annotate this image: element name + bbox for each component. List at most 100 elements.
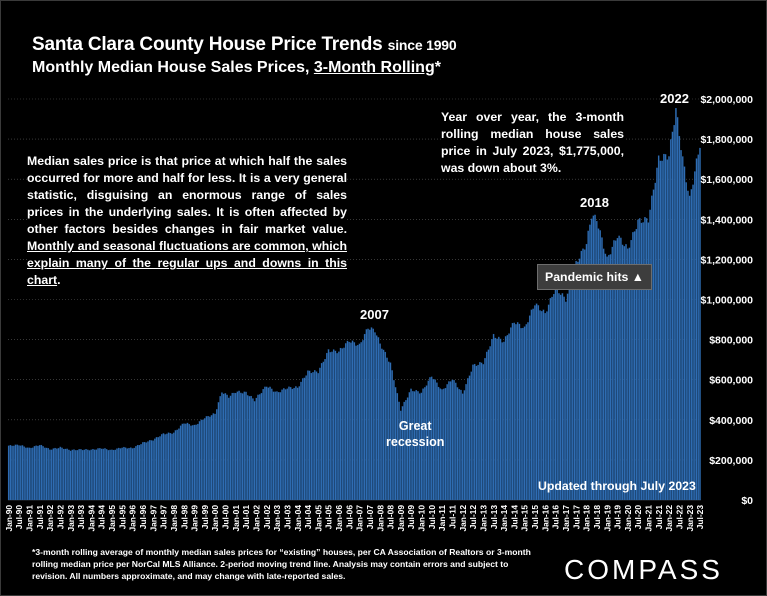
bar [45, 447, 48, 501]
updated-label: Updated through July 2023 [538, 479, 696, 493]
bar [403, 401, 405, 501]
x-tick-label: Jul-12 [468, 505, 478, 530]
bar [116, 448, 118, 501]
y-tick-label: $1,600,000 [700, 174, 753, 186]
bar [647, 222, 650, 501]
bar [468, 375, 471, 501]
bar [680, 150, 682, 501]
bar [202, 419, 204, 501]
x-tick-label: Jul-00 [221, 505, 231, 530]
y-tick-label: $1,000,000 [700, 295, 753, 307]
bar [271, 388, 273, 501]
bar [372, 328, 375, 501]
bar [406, 397, 409, 501]
bar [420, 392, 423, 501]
bar [446, 384, 448, 501]
bar [243, 391, 246, 501]
bar [33, 446, 36, 501]
bar [676, 117, 679, 501]
bar [295, 386, 297, 501]
bar [341, 348, 344, 501]
bar [322, 361, 325, 501]
bar [169, 433, 172, 501]
bar [312, 372, 314, 501]
bar [74, 450, 77, 501]
y-tick-label: $2,000,000 [700, 94, 753, 106]
bar [496, 338, 498, 501]
x-tick-label: Jan-02 [251, 505, 261, 532]
bar [682, 156, 684, 501]
x-tick-label: Jan-09 [396, 505, 406, 532]
bar [530, 309, 533, 501]
bar [666, 159, 669, 501]
bar [393, 380, 395, 501]
bar [363, 333, 366, 501]
bar [248, 396, 251, 501]
x-tick-label: Jul-17 [571, 505, 581, 530]
bar [565, 301, 567, 501]
bar [694, 171, 696, 501]
bar [319, 367, 321, 501]
bar [296, 387, 299, 501]
x-tick-label: Jul-09 [406, 505, 416, 530]
bar [23, 446, 25, 501]
bar [386, 357, 388, 501]
bar [176, 429, 178, 501]
bar [301, 378, 304, 501]
bar [671, 131, 674, 501]
x-tick-label: Jan-18 [582, 505, 592, 532]
bar [207, 416, 209, 501]
x-tick-label: Jul-10 [427, 505, 437, 530]
x-tick-label: Jul-22 [675, 505, 685, 530]
x-tick-label: Jan-92 [45, 505, 55, 532]
bar [81, 450, 84, 501]
bar [461, 393, 464, 501]
bar [258, 394, 261, 501]
bar [78, 449, 80, 501]
bar [140, 444, 142, 501]
x-tick-label: Jul-92 [55, 505, 65, 530]
bar [360, 342, 362, 501]
bar [353, 342, 356, 501]
bar [594, 214, 596, 501]
y-tick-label: $1,400,000 [700, 214, 753, 226]
bar [678, 135, 681, 501]
bar [448, 381, 450, 501]
compass-logo: COMPASS [564, 554, 723, 585]
x-tick-label: Jan-04 [293, 505, 303, 532]
bar [382, 349, 385, 501]
bar [68, 449, 70, 501]
title-main: Santa Clara County House Price Trends [32, 34, 383, 55]
bar [465, 384, 467, 501]
bar [639, 218, 641, 501]
bar [7, 445, 10, 501]
bar [200, 419, 203, 501]
y-tick-label: $1,200,000 [700, 254, 753, 266]
bar [298, 386, 301, 501]
bar [608, 254, 610, 501]
bar [123, 446, 125, 501]
bar [590, 218, 593, 501]
bar [451, 379, 454, 501]
bar [97, 448, 99, 501]
bar [147, 441, 149, 501]
bar [217, 402, 220, 501]
bar [475, 365, 478, 501]
bar [224, 393, 227, 501]
bar [501, 342, 503, 501]
bar [229, 395, 232, 501]
bar [274, 391, 276, 501]
bar [503, 341, 505, 501]
bar [695, 158, 698, 501]
bar [549, 298, 552, 501]
bar [257, 394, 259, 501]
bar [209, 416, 211, 501]
bar [673, 125, 675, 501]
bar [556, 287, 558, 501]
bar [528, 315, 531, 501]
bar [231, 392, 233, 501]
bar [315, 371, 318, 501]
bar [205, 416, 208, 501]
bar [164, 434, 166, 501]
bar [444, 387, 447, 501]
